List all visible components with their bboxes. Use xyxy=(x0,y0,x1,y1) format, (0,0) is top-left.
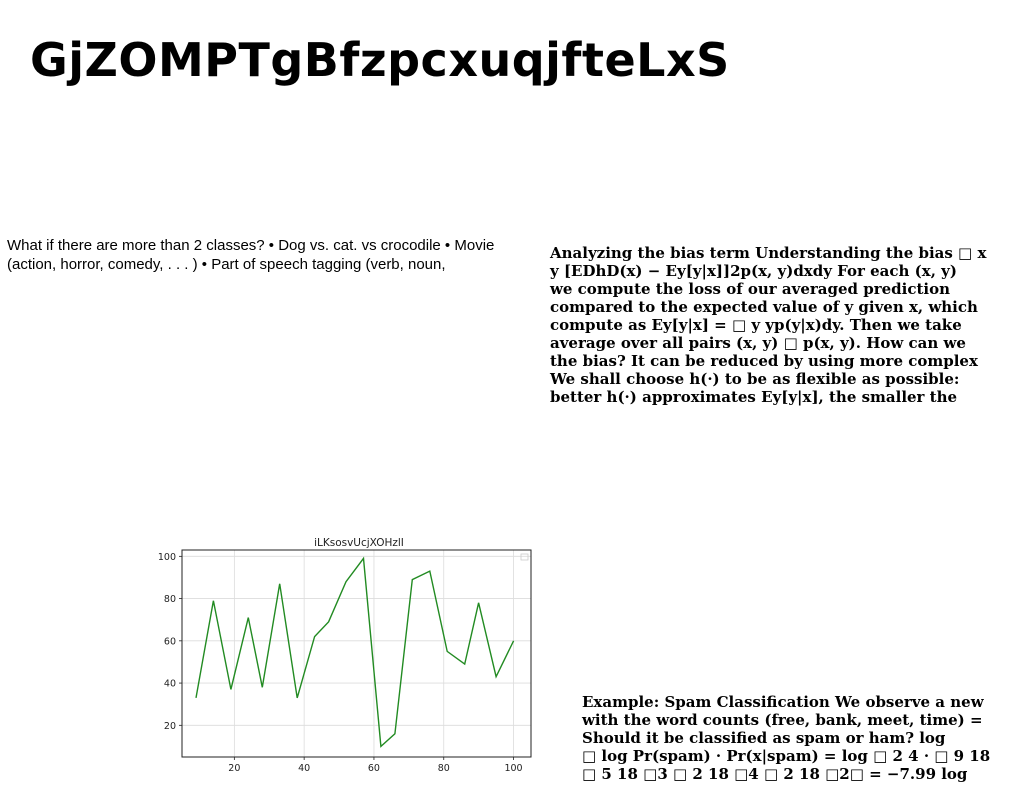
bias-text-block: Analyzing the bias term Understanding th… xyxy=(550,244,1020,406)
bias-text-line: average over all pairs (x, y) □ p(x, y).… xyxy=(550,334,966,352)
bias-text-line: the bias? It can be reduced by using mor… xyxy=(550,352,978,370)
chart-ticks: 20 40 60 80 100 20 40 60 80 100 xyxy=(158,552,523,774)
classes-text-block: What if there are more than 2 classes? •… xyxy=(7,237,495,273)
bias-text-line: compute as Ey[y|x] = □ y yp(y|x)dy. Then… xyxy=(550,316,962,334)
y-tick-label: 60 xyxy=(164,636,176,647)
x-tick-label: 20 xyxy=(228,763,240,774)
bias-text-line: better h(·) approximates Ey[y|x], the sm… xyxy=(550,388,958,406)
spam-text-line: □ 5 18 □3 □ 2 18 □4 □ 2 18 □2□ = −7.99 l… xyxy=(582,765,968,783)
y-tick-label: 80 xyxy=(164,594,176,605)
chart-grid xyxy=(182,550,531,757)
x-tick-label: 40 xyxy=(298,763,310,774)
bias-text-line: We shall choose h(·) to be as flexible a… xyxy=(550,370,960,388)
x-tick-label: 60 xyxy=(368,763,380,774)
chart-series xyxy=(195,556,515,748)
bias-text-line: compared to the expected value of y give… xyxy=(550,298,978,316)
page-title: GjZOMPTgBfzpcxuqjfteLxS xyxy=(30,33,730,87)
spam-text-line: Example: Spam Classification We observe … xyxy=(582,693,984,711)
spam-text-line: Should it be classified as spam or ham? … xyxy=(582,729,946,747)
y-tick-label: 100 xyxy=(158,552,176,563)
chart-title: iLKsosvUcjXOHzlI xyxy=(314,537,404,549)
plot-frame xyxy=(181,549,532,758)
bias-text-line: Analyzing the bias term Understanding th… xyxy=(550,244,987,262)
x-tick-label: 100 xyxy=(504,763,522,774)
bias-text-line: y [EDhD(x) − Ey[y|x]]2p(x, y)dxdy For ea… xyxy=(550,262,957,280)
legend-box xyxy=(520,553,529,561)
y-tick-label: 20 xyxy=(164,721,176,732)
spam-text-line: with the word counts (free, bank, meet, … xyxy=(582,711,983,729)
line-chart-svg: iLKsosvUcjXOHzlI 20 40 60 80 100 20 40 60 80 100 xyxy=(158,537,532,774)
line-chart: iLKsosvUcjXOHzlI 20 40 60 80 100 20 40 60 80 100 xyxy=(140,532,540,782)
series-line xyxy=(195,556,515,748)
bias-text-line: we compute the loss of our averaged pred… xyxy=(550,280,951,298)
spam-example-block: Example: Spam Classification We observe … xyxy=(582,693,1022,783)
y-tick-label: 40 xyxy=(164,679,176,690)
spam-text-line: □ log Pr(spam) · Pr(x|spam) = log □ 2 4 … xyxy=(582,747,991,765)
x-tick-label: 80 xyxy=(438,763,450,774)
